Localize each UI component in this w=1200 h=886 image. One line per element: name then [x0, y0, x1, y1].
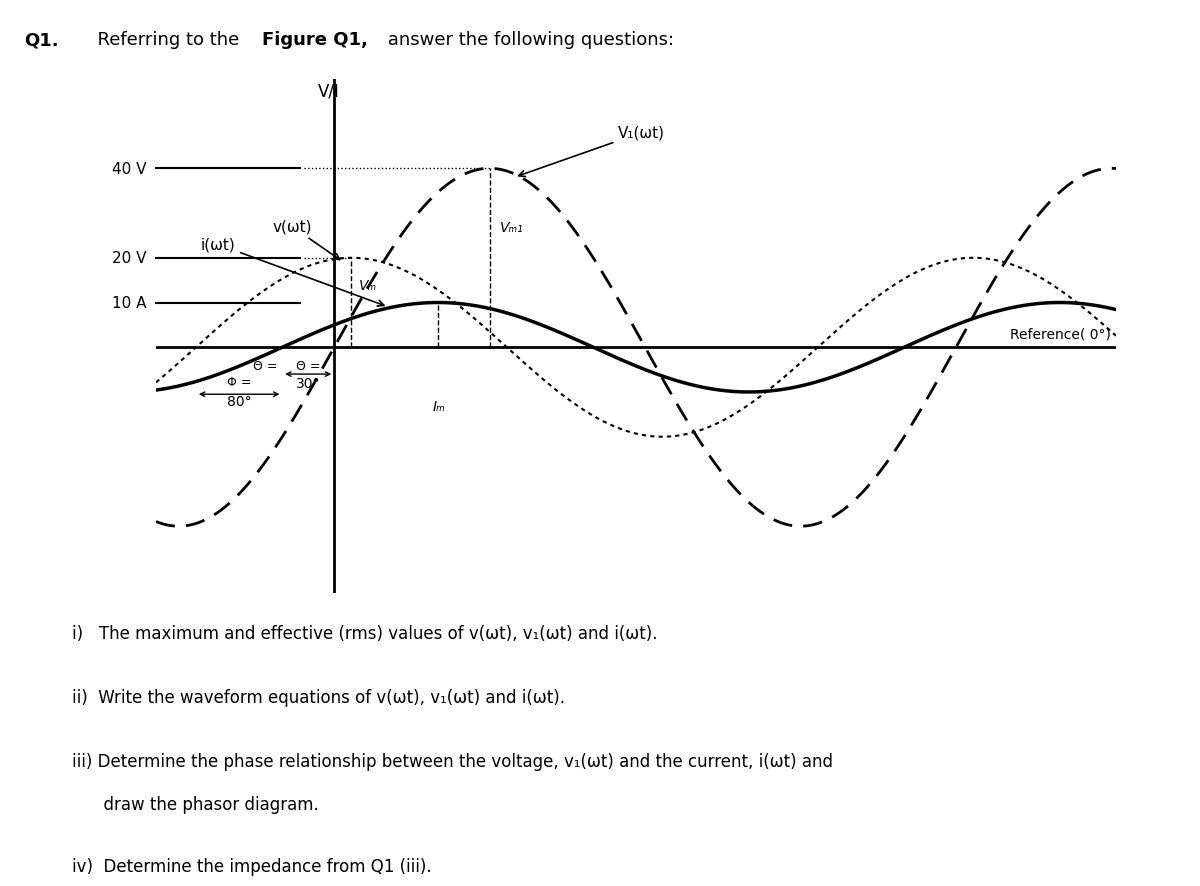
Text: Q1.: Q1. [24, 31, 59, 49]
Text: 40 V: 40 V [112, 161, 146, 176]
Text: i)   The maximum and effective (rms) values of v(ωt), v₁(ωt) and i(ωt).: i) The maximum and effective (rms) value… [72, 625, 658, 642]
Text: draw the phasor diagram.: draw the phasor diagram. [72, 795, 319, 812]
Text: Reference( 0°): Reference( 0°) [1010, 327, 1111, 341]
Text: 10 A: 10 A [112, 296, 146, 311]
Text: Figure Q1,: Figure Q1, [262, 31, 367, 49]
Text: 20 V: 20 V [112, 251, 146, 266]
Text: Vₘ₁: Vₘ₁ [499, 221, 523, 235]
Text: v(ωt): v(ωt) [272, 220, 340, 260]
Text: Θ =: Θ = [253, 360, 277, 372]
Text: 80°: 80° [227, 394, 252, 408]
Text: Θ =: Θ = [296, 360, 320, 372]
Text: iii) Determine the phase relationship between the voltage, v₁(ωt) and the curren: iii) Determine the phase relationship be… [72, 752, 833, 770]
Text: V/I: V/I [318, 82, 340, 100]
Text: answer the following questions:: answer the following questions: [382, 31, 673, 49]
Text: Φ =: Φ = [227, 375, 251, 388]
Text: i(ωt): i(ωt) [200, 237, 384, 307]
Text: iv)  Determine the impedance from Q1 (iii).: iv) Determine the impedance from Q1 (iii… [72, 857, 432, 874]
Text: ii)  Write the waveform equations of v(ωt), v₁(ωt) and i(ωt).: ii) Write the waveform equations of v(ωt… [72, 688, 565, 706]
Text: Referring to the: Referring to the [86, 31, 245, 49]
Text: 30°: 30° [296, 377, 320, 391]
Text: Vₘ: Vₘ [359, 279, 378, 292]
Text: Iₘ: Iₘ [433, 400, 445, 414]
Text: V₁(ωt): V₁(ωt) [518, 126, 665, 177]
